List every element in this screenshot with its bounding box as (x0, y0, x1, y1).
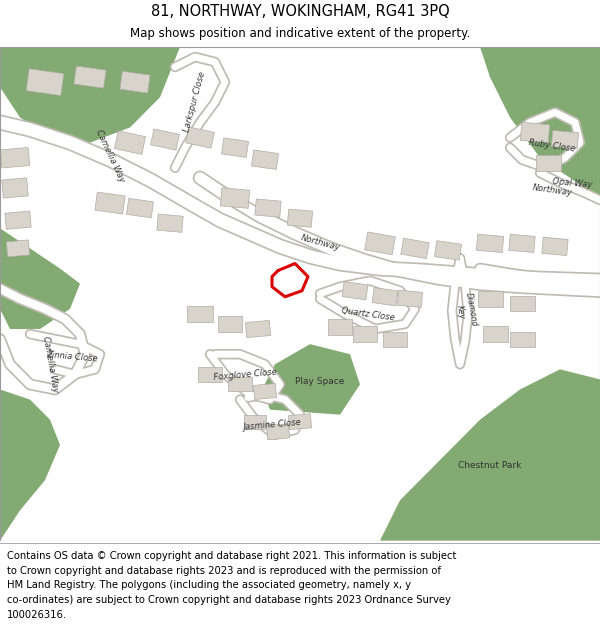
Text: Ruby Close: Ruby Close (528, 138, 576, 153)
Polygon shape (0, 389, 60, 541)
Bar (401, 238, 429, 259)
Bar (0, 148, 30, 168)
Bar (187, 306, 213, 322)
Bar (120, 71, 150, 93)
Bar (185, 127, 214, 148)
Bar (5, 211, 31, 229)
Bar (365, 232, 395, 255)
Text: Opal Way: Opal Way (551, 177, 592, 189)
Bar (218, 316, 242, 331)
Bar (74, 66, 106, 88)
Bar (157, 214, 183, 232)
Bar (244, 414, 266, 429)
Text: Contains OS data © Crown copyright and database right 2021. This information is : Contains OS data © Crown copyright and d… (7, 551, 457, 561)
Text: Map shows position and indicative extent of the property.: Map shows position and indicative extent… (130, 28, 470, 40)
Polygon shape (380, 369, 600, 541)
Bar (383, 331, 407, 347)
Bar (198, 367, 222, 382)
Bar (7, 240, 29, 257)
Text: Northway: Northway (532, 182, 572, 198)
Bar (482, 326, 508, 342)
Bar (551, 131, 578, 149)
Text: Foxglove Close: Foxglove Close (213, 367, 277, 382)
Bar (542, 238, 568, 256)
Bar (509, 331, 535, 347)
Bar (255, 199, 281, 217)
Text: Play Space: Play Space (295, 377, 344, 386)
Bar (266, 424, 290, 440)
Polygon shape (0, 47, 180, 142)
Bar (536, 155, 560, 171)
Text: Camellia Way: Camellia Way (94, 128, 126, 183)
Bar (478, 291, 503, 307)
Bar (287, 209, 313, 227)
Bar (476, 234, 503, 253)
Text: Diamond
Key: Diamond Key (454, 292, 479, 329)
Bar (353, 326, 377, 342)
Text: HM Land Registry. The polygons (including the associated geometry, namely x, y: HM Land Registry. The polygons (includin… (7, 580, 411, 590)
Text: Quartz Close: Quartz Close (341, 306, 395, 322)
Polygon shape (262, 344, 360, 414)
Text: to Crown copyright and database rights 2023 and is reproduced with the permissio: to Crown copyright and database rights 2… (7, 566, 441, 576)
Text: Camellia Way: Camellia Way (41, 336, 59, 393)
Bar (251, 150, 278, 169)
Text: co-ordinates) are subject to Crown copyright and database rights 2023 Ordnance S: co-ordinates) are subject to Crown copyr… (7, 595, 451, 605)
Bar (397, 290, 422, 308)
Bar (289, 414, 311, 430)
Bar (2, 178, 28, 198)
Polygon shape (480, 47, 600, 198)
Text: 81, NORTHWAY, WOKINGHAM, RG41 3PQ: 81, NORTHWAY, WOKINGHAM, RG41 3PQ (151, 4, 449, 19)
Bar (520, 122, 550, 142)
Polygon shape (0, 228, 80, 329)
Bar (328, 319, 352, 334)
Text: 100026316.: 100026316. (7, 610, 67, 620)
Bar (26, 69, 64, 96)
Bar (228, 378, 252, 391)
Bar (95, 192, 125, 214)
Bar (115, 131, 146, 154)
Bar (221, 138, 248, 158)
Bar (253, 384, 277, 399)
Bar (151, 129, 179, 150)
Text: Larkspur Close: Larkspur Close (182, 71, 208, 134)
Bar (509, 296, 535, 311)
Bar (342, 281, 368, 300)
Bar (372, 288, 398, 306)
Text: Zinnia Close: Zinnia Close (46, 351, 98, 364)
Text: Northway: Northway (299, 234, 341, 253)
Bar (434, 241, 461, 260)
Bar (245, 321, 271, 338)
Bar (220, 188, 250, 208)
Text: Chestnut Park: Chestnut Park (458, 461, 521, 469)
Text: Jasmine Close: Jasmine Close (242, 418, 301, 432)
Bar (509, 234, 535, 253)
Bar (127, 198, 154, 218)
